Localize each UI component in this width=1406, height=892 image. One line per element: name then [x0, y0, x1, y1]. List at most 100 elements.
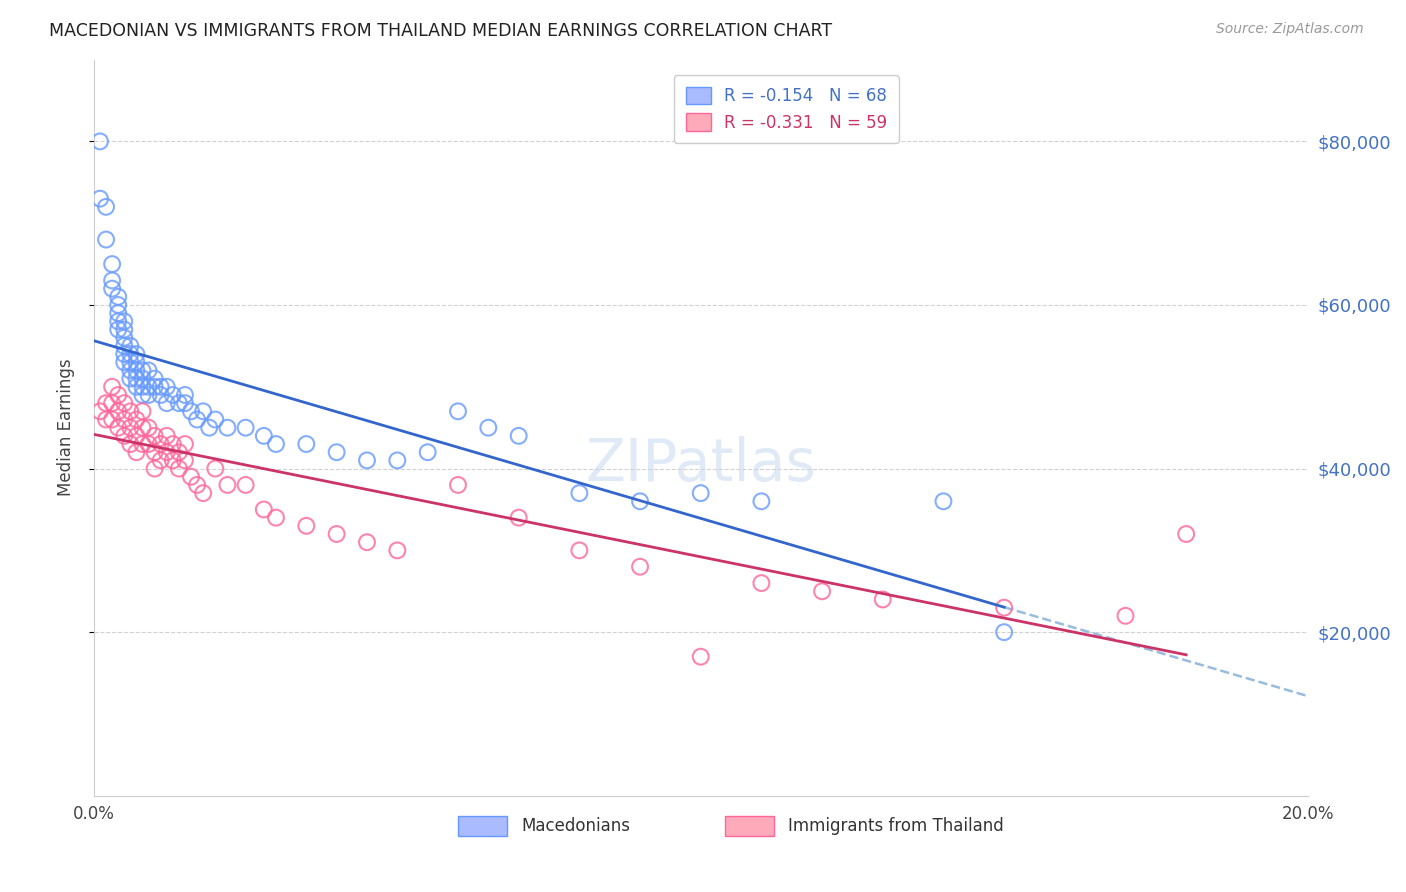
Point [107, 298, 129, 312]
Point [295, 437, 318, 451]
Point [138, 420, 160, 434]
Point [264, 437, 287, 451]
Text: MACEDONIAN VS IMMIGRANTS FROM THAILAND MEDIAN EARNINGS CORRELATION CHART: MACEDONIAN VS IMMIGRANTS FROM THAILAND M… [49, 22, 832, 40]
Point [112, 314, 135, 328]
Point [89, 404, 111, 418]
Point [101, 257, 124, 271]
Point [94, 396, 117, 410]
Point [387, 453, 409, 467]
Point [112, 322, 135, 336]
Point [508, 429, 530, 443]
Point [131, 363, 153, 377]
Point [253, 502, 276, 516]
Point [174, 396, 197, 410]
Point [131, 380, 153, 394]
Point [131, 404, 153, 418]
Point [204, 461, 226, 475]
Point [1114, 608, 1136, 623]
Point [689, 649, 711, 664]
Point [94, 233, 117, 247]
Point [191, 486, 214, 500]
Point [156, 445, 179, 459]
Point [120, 404, 142, 418]
Text: Immigrants from Thailand: Immigrants from Thailand [789, 817, 1004, 835]
Point [174, 453, 197, 467]
Point [94, 412, 117, 426]
Point [186, 478, 208, 492]
Point [811, 584, 834, 599]
Point [131, 371, 153, 385]
Point [167, 396, 190, 410]
Point [628, 494, 651, 508]
Point [125, 445, 148, 459]
Point [112, 429, 135, 443]
Point [101, 273, 124, 287]
Point [143, 445, 166, 459]
Point [477, 420, 499, 434]
Point [107, 322, 129, 336]
Point [568, 486, 591, 500]
Point [101, 282, 124, 296]
Point [325, 445, 347, 459]
Point [120, 371, 142, 385]
Point [198, 420, 221, 434]
Point [89, 192, 111, 206]
Point [387, 543, 409, 558]
Point [416, 445, 439, 459]
Point [204, 412, 226, 426]
Point [101, 412, 124, 426]
Point [235, 478, 257, 492]
Point [356, 453, 378, 467]
Point [325, 527, 347, 541]
Point [180, 404, 202, 418]
Point [125, 347, 148, 361]
Point [149, 453, 172, 467]
Point [101, 380, 124, 394]
Point [447, 478, 470, 492]
Point [112, 412, 135, 426]
Point [186, 412, 208, 426]
Point [174, 437, 197, 451]
Point [138, 388, 160, 402]
Point [993, 600, 1015, 615]
Point [143, 429, 166, 443]
Point [751, 576, 773, 591]
Point [107, 314, 129, 328]
Point [112, 396, 135, 410]
Point [107, 420, 129, 434]
Point [125, 371, 148, 385]
Point [138, 380, 160, 394]
Point [143, 461, 166, 475]
Point [689, 486, 711, 500]
Point [125, 380, 148, 394]
Point [125, 429, 148, 443]
Point [872, 592, 894, 607]
Point [149, 388, 172, 402]
Point [932, 494, 955, 508]
Point [94, 200, 117, 214]
Text: Macedonians: Macedonians [522, 817, 630, 835]
Point [149, 437, 172, 451]
Point [112, 331, 135, 345]
Point [125, 412, 148, 426]
Point [1175, 527, 1198, 541]
Point [112, 347, 135, 361]
Point [125, 355, 148, 369]
Point [356, 535, 378, 549]
Point [253, 429, 276, 443]
Point [125, 363, 148, 377]
Point [120, 437, 142, 451]
Point [107, 306, 129, 320]
Point [217, 478, 239, 492]
Point [264, 510, 287, 524]
Point [138, 363, 160, 377]
Point [167, 445, 190, 459]
Text: Source: ZipAtlas.com: Source: ZipAtlas.com [1216, 22, 1364, 37]
Point [112, 355, 135, 369]
Point [131, 420, 153, 434]
Point [149, 380, 172, 394]
Point [143, 371, 166, 385]
Point [162, 388, 184, 402]
Point [235, 420, 257, 434]
Point [156, 380, 179, 394]
